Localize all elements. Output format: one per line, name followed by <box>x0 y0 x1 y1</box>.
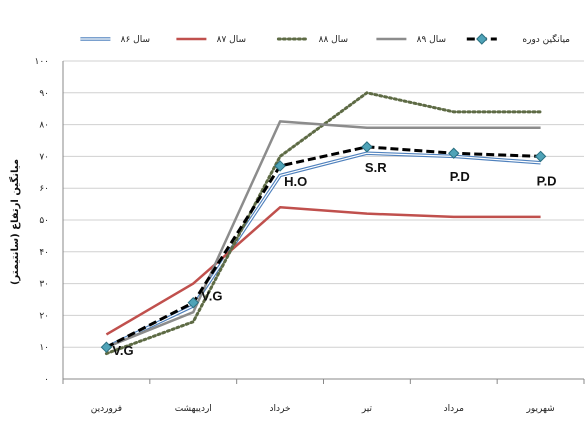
series-line-87 <box>105 206 541 336</box>
x-tick-label: شهریور <box>526 404 555 414</box>
x-tick-label: اردیبهشت <box>175 404 212 414</box>
y-tick-label: ۶۰ <box>39 184 49 194</box>
legend-marker <box>476 33 488 45</box>
legend-label: سال ۸۶ <box>121 35 150 45</box>
annotation-layer: V.G V.G H.O S.R P.D P.D <box>112 160 556 358</box>
y-tick-label: ۴۰ <box>39 248 49 258</box>
y-tick-label: ۲۰ <box>39 311 49 321</box>
series-layer <box>100 91 547 356</box>
series-line-average <box>105 145 541 349</box>
axis-layer: ۰ ۱۰ ۲۰ ۳۰ ۴۰ ۵۰ ۶۰ ۷۰ ۸۰ ۹۰ ۱۰۰ فروردین اردیبهشت خرد… <box>34 57 585 414</box>
y-tick-label: ۱۰ <box>39 343 49 353</box>
legend: سال ۸۶ سال ۸۷ سال ۸۸ سال ۸۹ میانگین دوره <box>63 27 584 51</box>
series-line-86-inner <box>106 152 541 348</box>
series-line-86 <box>105 151 541 349</box>
y-axis-label: میانگین ارتفاع (سانتیمتر) <box>8 159 21 285</box>
phase-label: S.R <box>365 160 387 175</box>
average-point-marker <box>534 150 547 163</box>
x-tick-label: مرداد <box>444 404 464 414</box>
x-tick-label: خرداد <box>270 404 291 414</box>
y-tick-label: ۹۰ <box>39 89 49 99</box>
legend-label: سال ۸۸ <box>319 35 348 45</box>
average-point-marker <box>274 160 286 172</box>
phase-label: V.G <box>201 289 222 304</box>
phase-label: H.O <box>284 174 307 189</box>
series-line-89 <box>105 120 541 349</box>
y-tick-label: ۸۰ <box>39 121 49 131</box>
average-point-marker <box>100 341 113 353</box>
x-tick-label: تیر <box>361 404 373 414</box>
legend-box <box>63 27 584 51</box>
y-tick-label: ۵۰ <box>39 216 49 226</box>
x-tick-label: فروردین <box>91 404 122 414</box>
phase-label: V.G <box>112 343 133 358</box>
average-point-marker <box>361 141 373 153</box>
y-tick-label: ۷۰ <box>39 152 49 162</box>
legend-label: سال ۸۷ <box>217 35 246 45</box>
phase-label: P.D <box>537 173 557 188</box>
grid-layer <box>63 60 584 348</box>
phase-label: P.D <box>450 169 470 184</box>
average-point-marker <box>448 147 460 159</box>
y-tick-label: ۰ <box>44 375 49 385</box>
legend-label: میانگین دوره <box>522 33 570 45</box>
legend-label: سال ۸۹ <box>417 35 446 45</box>
y-tick-label: ۳۰ <box>39 280 49 290</box>
y-tick-label: ۱۰۰ <box>34 57 49 67</box>
average-point-marker <box>187 296 199 309</box>
